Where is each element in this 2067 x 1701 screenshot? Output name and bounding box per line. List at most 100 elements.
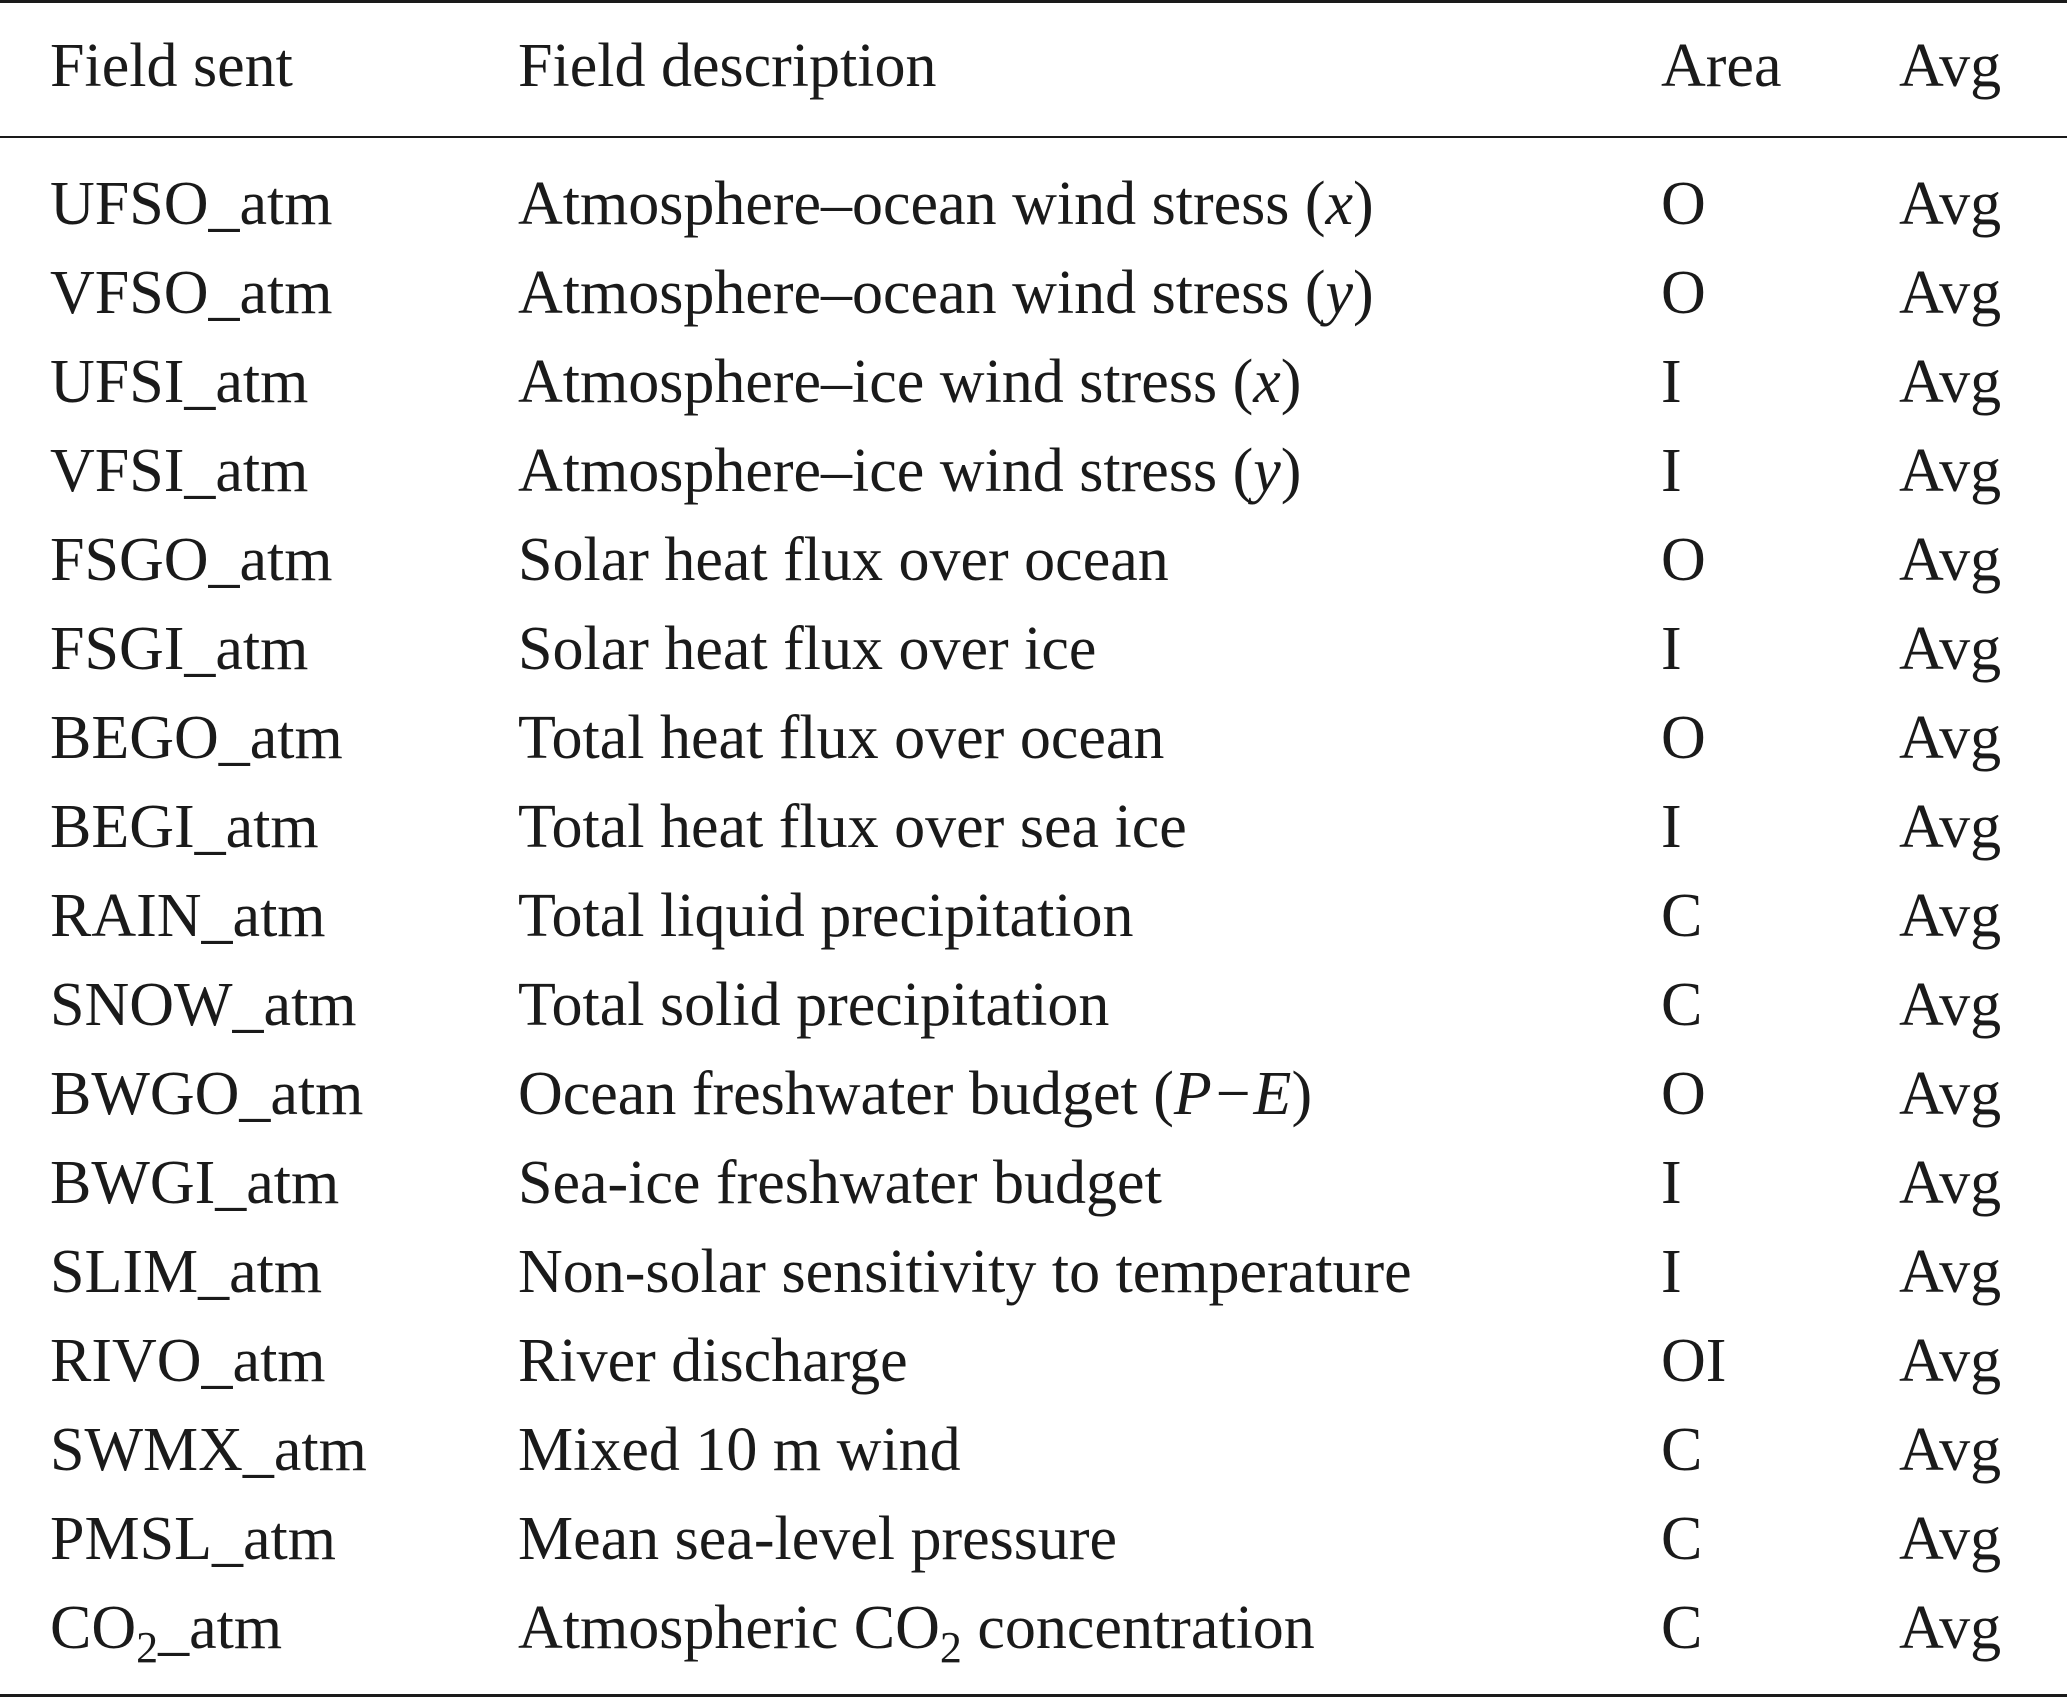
desc-part: ) — [1353, 170, 1374, 238]
table-row: RAIN_atm Total liquid precipitation C Avg — [0, 872, 2067, 961]
field-sent-cell: FSGO_atm — [50, 516, 332, 605]
desc-part: ) — [1280, 437, 1302, 505]
area-cell: O — [1661, 704, 1706, 772]
field-sent-cell: CO2_atm — [50, 1584, 282, 1678]
desc-part: x — [1325, 170, 1354, 238]
field-sent-cell: SLIM_atm — [50, 1228, 322, 1317]
avg-cell: Avg — [1899, 615, 2002, 683]
table-row: VFSO_atm Atmosphere–ocean wind stress (y)… — [0, 249, 2067, 338]
area-cell: I — [1661, 615, 1682, 683]
field-part: CO — [50, 1594, 137, 1662]
desc-part: River discharge — [518, 1327, 908, 1395]
avg-cell: Avg — [1899, 793, 2002, 861]
field-part: VFSO_atm — [50, 259, 333, 327]
field-description-cell: Total liquid precipitation — [518, 872, 1134, 961]
field-description-cell: Mean sea-level pressure — [518, 1495, 1117, 1584]
field-part: VFSI_atm — [50, 437, 309, 505]
avg-cell: Avg — [1899, 1149, 2002, 1217]
field-part: _atm — [158, 1594, 283, 1662]
table-row: SWMX_atm Mixed 10 m wind C Avg — [0, 1406, 2067, 1495]
area-cell: O — [1661, 1060, 1706, 1128]
field-part: FSGI_atm — [50, 615, 309, 683]
table-row: FSGO_atm Solar heat flux over ocean O Avg — [0, 516, 2067, 605]
area-cell: O — [1661, 526, 1706, 594]
field-description-cell: Atmosphere–ocean wind stress (y) — [518, 249, 1374, 338]
field-part: FSGO_atm — [50, 526, 333, 594]
area-cell: O — [1661, 170, 1706, 238]
avg-cell: Avg — [1899, 526, 2002, 594]
field-sent-cell: UFSO_atm — [50, 160, 332, 249]
field-part: SLIM_atm — [50, 1238, 323, 1306]
desc-part: Atmosphere–ice wind stress ( — [518, 348, 1254, 416]
desc-part: y — [1325, 259, 1354, 327]
avg-cell: Avg — [1899, 437, 2002, 505]
header-rule — [0, 136, 2067, 138]
header-row: Field sent Field description Area Avg — [0, 22, 2067, 111]
field-part: UFSI_atm — [50, 348, 309, 416]
avg-cell: Avg — [1899, 1416, 2002, 1484]
field-part: RIVO_atm — [50, 1327, 326, 1395]
table-row: CO2_atm Atmospheric CO2 concentration C Avg — [0, 1584, 2067, 1673]
avg-cell: Avg — [1899, 971, 2002, 1039]
field-part: SNOW_atm — [50, 971, 357, 1039]
header-avg: Avg — [1899, 32, 2002, 100]
header-field-sent: Field sent — [50, 32, 293, 100]
table-row: VFSI_atm Atmosphere–ice wind stress (y) I A… — [0, 427, 2067, 516]
field-description-cell: Total solid precipitation — [518, 961, 1109, 1050]
table-row: BEGI_atm Total heat flux over sea ice I Avg — [0, 783, 2067, 872]
field-description-cell: Atmospheric CO2 concentration — [518, 1584, 1315, 1678]
area-cell: I — [1661, 793, 1682, 861]
avg-cell: Avg — [1899, 1594, 2002, 1662]
area-cell: C — [1661, 882, 1703, 950]
avg-cell: Avg — [1899, 1060, 2002, 1128]
desc-part: Non-solar sensitivity to temperature — [518, 1238, 1412, 1306]
field-sent-cell: BWGO_atm — [50, 1050, 363, 1139]
field-part: BWGI_atm — [50, 1149, 340, 1217]
table-row: UFSI_atm Atmosphere–ice wind stress (x) I A… — [0, 338, 2067, 427]
field-description-cell: River discharge — [518, 1317, 908, 1406]
desc-part: 2 — [939, 1623, 962, 1672]
field-sent-cell: VFSI_atm — [50, 427, 308, 516]
avg-cell: Avg — [1899, 1505, 2002, 1573]
desc-part: Mean sea-level pressure — [518, 1505, 1118, 1573]
field-part: 2 — [136, 1623, 159, 1672]
desc-part: Atmosphere–ice wind stress ( — [518, 437, 1254, 505]
field-description-cell: Atmosphere–ocean wind stress (x) — [518, 160, 1374, 249]
desc-part: Mixed 10 m wind — [518, 1416, 961, 1484]
avg-cell: Avg — [1899, 1238, 2002, 1306]
field-description-cell: Total heat flux over sea ice — [518, 783, 1187, 872]
field-description-cell: Atmosphere–ice wind stress (x) — [518, 338, 1301, 427]
header-area: Area — [1661, 32, 1782, 100]
area-cell: C — [1661, 1416, 1703, 1484]
avg-cell: Avg — [1899, 882, 2002, 950]
field-description-cell: Mixed 10 m wind — [518, 1406, 961, 1495]
desc-part: Ocean freshwater budget ( — [518, 1060, 1174, 1128]
desc-part: ) — [1291, 1060, 1313, 1128]
area-cell: I — [1661, 1238, 1682, 1306]
area-cell: OI — [1661, 1327, 1727, 1395]
field-sent-cell: VFSO_atm — [50, 249, 332, 338]
desc-part: P−E — [1173, 1060, 1292, 1128]
field-part: BEGI_atm — [50, 793, 319, 861]
area-cell: C — [1661, 971, 1703, 1039]
area-cell: C — [1661, 1594, 1703, 1662]
field-part: BEGO_atm — [50, 704, 343, 772]
field-description-cell: Ocean freshwater budget (P−E) — [518, 1050, 1312, 1139]
desc-part: Total heat flux over sea ice — [518, 793, 1187, 861]
desc-part: Total liquid precipitation — [518, 882, 1134, 950]
desc-part: Atmosphere–ocean wind stress ( — [518, 170, 1326, 238]
avg-cell: Avg — [1899, 170, 2002, 238]
bottom-rule — [0, 1694, 2067, 1697]
field-sent-cell: BEGO_atm — [50, 694, 343, 783]
header-field-description: Field description — [518, 32, 937, 100]
area-cell: I — [1661, 348, 1682, 416]
area-cell: O — [1661, 259, 1706, 327]
table-row: SLIM_atm Non-solar sensitivity to tempera… — [0, 1228, 2067, 1317]
avg-cell: Avg — [1899, 259, 2002, 327]
field-part: PMSL_atm — [50, 1505, 336, 1573]
avg-cell: Avg — [1899, 1327, 2002, 1395]
desc-part: Total heat flux over ocean — [518, 704, 1165, 772]
avg-cell: Avg — [1899, 704, 2002, 772]
desc-part: Total solid precipitation — [518, 971, 1110, 1039]
desc-part: ) — [1280, 348, 1302, 416]
